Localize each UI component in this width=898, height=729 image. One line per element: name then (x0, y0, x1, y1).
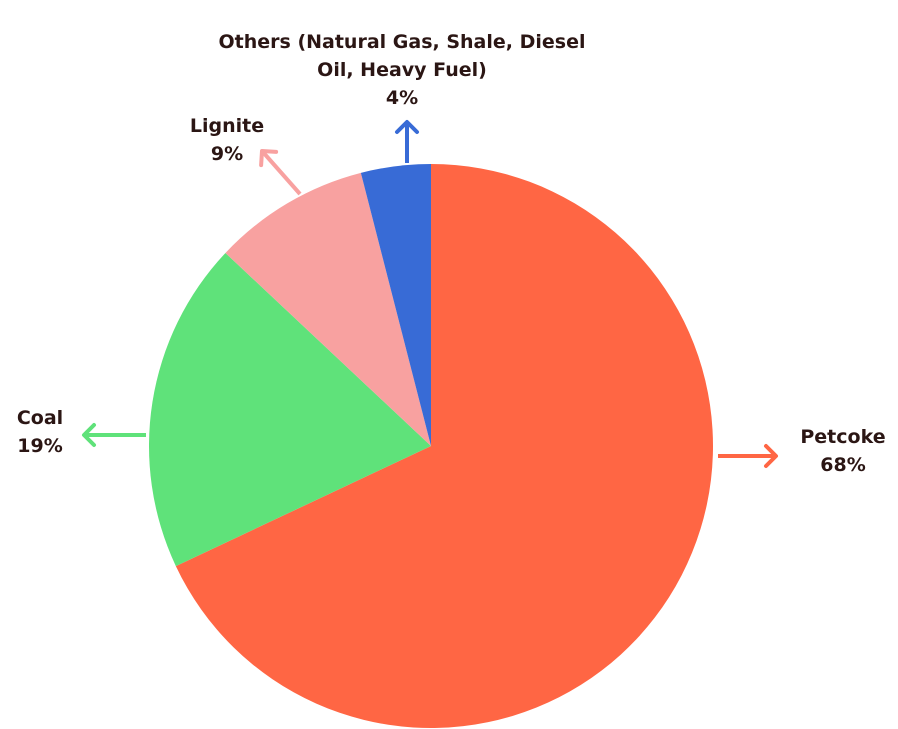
category-label: Petcoke (800, 426, 886, 448)
slice-label: Petcoke 68% (783, 423, 898, 479)
value-label: 19% (17, 435, 63, 457)
pie-slice (149, 252, 431, 567)
arrow-head (764, 444, 778, 468)
pie-slice (360, 164, 431, 446)
arrow-head (395, 120, 419, 134)
category-label: Coal (16, 407, 64, 429)
arrow-head (82, 423, 96, 447)
pie-slice (175, 164, 714, 728)
category-label: Others (Natural Gas, Shale, Diesel Oil, … (218, 31, 586, 81)
slice-label: Others (Natural Gas, Shale, Diesel Oil, … (202, 28, 602, 112)
value-label: 4% (385, 87, 419, 109)
value-label: 68% (820, 454, 866, 476)
leader-line (260, 149, 302, 196)
slice-label: Lignite 9% (167, 112, 287, 168)
arrow-head (259, 149, 279, 168)
value-label: 9% (210, 143, 244, 165)
pie-slice (225, 172, 431, 446)
category-label: Lignite (189, 115, 265, 137)
slice-label: Coal 19% (0, 404, 80, 460)
